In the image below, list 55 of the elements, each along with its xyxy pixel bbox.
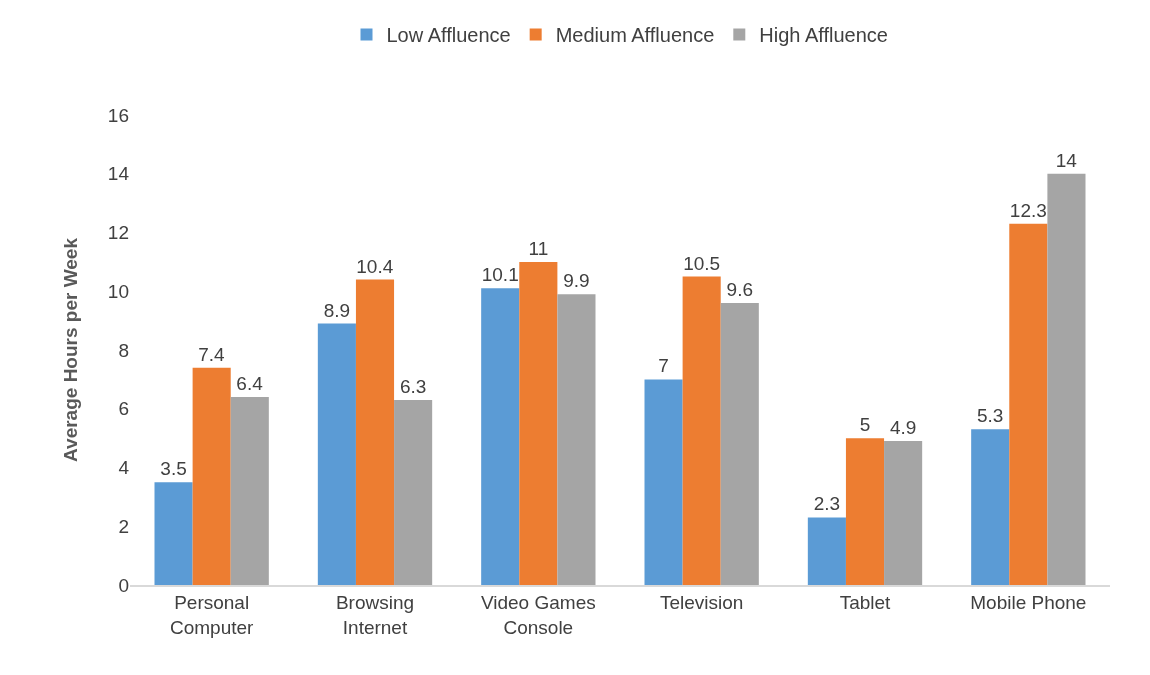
data-label: 12.3	[1009, 199, 1047, 221]
legend-label: Low Affluence	[386, 24, 511, 47]
bar	[154, 482, 193, 585]
data-label: 14	[1055, 149, 1078, 171]
bar	[481, 288, 520, 585]
x-tick-label: Mobile Phone	[970, 592, 1087, 614]
bar	[720, 303, 759, 585]
bar	[644, 379, 683, 585]
data-label: 5.3	[977, 405, 1004, 427]
legend-label: High Affluence	[759, 24, 888, 47]
bar	[845, 438, 885, 585]
x-tick-label: Browsing Internet	[335, 592, 415, 638]
bar	[1009, 223, 1048, 585]
y-tick-label: 6	[118, 398, 129, 420]
bar	[557, 294, 596, 585]
x-tick-label: Tablet	[839, 592, 892, 614]
data-label: 6.3	[399, 375, 427, 397]
bar	[1047, 173, 1086, 585]
x-tick-label: Personal Computer	[169, 592, 255, 638]
bar	[807, 517, 846, 585]
y-tick-label: 10	[107, 280, 129, 302]
data-label: 3.5	[160, 458, 187, 480]
data-label: 10.5	[683, 252, 721, 274]
bar	[884, 441, 923, 585]
bar	[394, 399, 433, 585]
bar	[682, 276, 721, 585]
data-label: 5	[859, 414, 871, 436]
x-tick-label: Television	[659, 592, 744, 614]
bar	[230, 397, 269, 585]
y-tick-label: 12	[107, 222, 129, 244]
bar	[519, 261, 558, 585]
data-label: 7	[658, 355, 669, 377]
data-label: 11	[528, 237, 549, 259]
bar	[971, 429, 1010, 585]
bar	[355, 279, 395, 585]
y-tick-label: 16	[107, 104, 129, 126]
data-label: 9.6	[726, 279, 753, 300]
y-tick-label: 14	[107, 163, 130, 185]
y-tick-label: 4	[118, 457, 130, 479]
data-label: 6.4	[236, 373, 264, 394]
x-tick-label: Video Games Console	[480, 592, 596, 638]
data-label: 9.9	[563, 270, 590, 292]
data-label: 10.4	[356, 255, 394, 277]
y-axis-title: Average Hours per Week	[59, 237, 81, 462]
legend-label: Medium Affluence	[555, 24, 715, 47]
y-tick-label: 0	[118, 574, 129, 596]
y-tick-label: 2	[118, 515, 129, 537]
bar	[192, 367, 231, 585]
data-label: 7.4	[198, 343, 226, 365]
data-label: 2.3	[813, 493, 841, 515]
data-label: 8.9	[323, 299, 351, 321]
data-label: 10.1	[481, 264, 519, 286]
bar	[317, 323, 356, 585]
data-label: 4.9	[889, 417, 917, 439]
y-tick-label: 8	[118, 339, 129, 361]
